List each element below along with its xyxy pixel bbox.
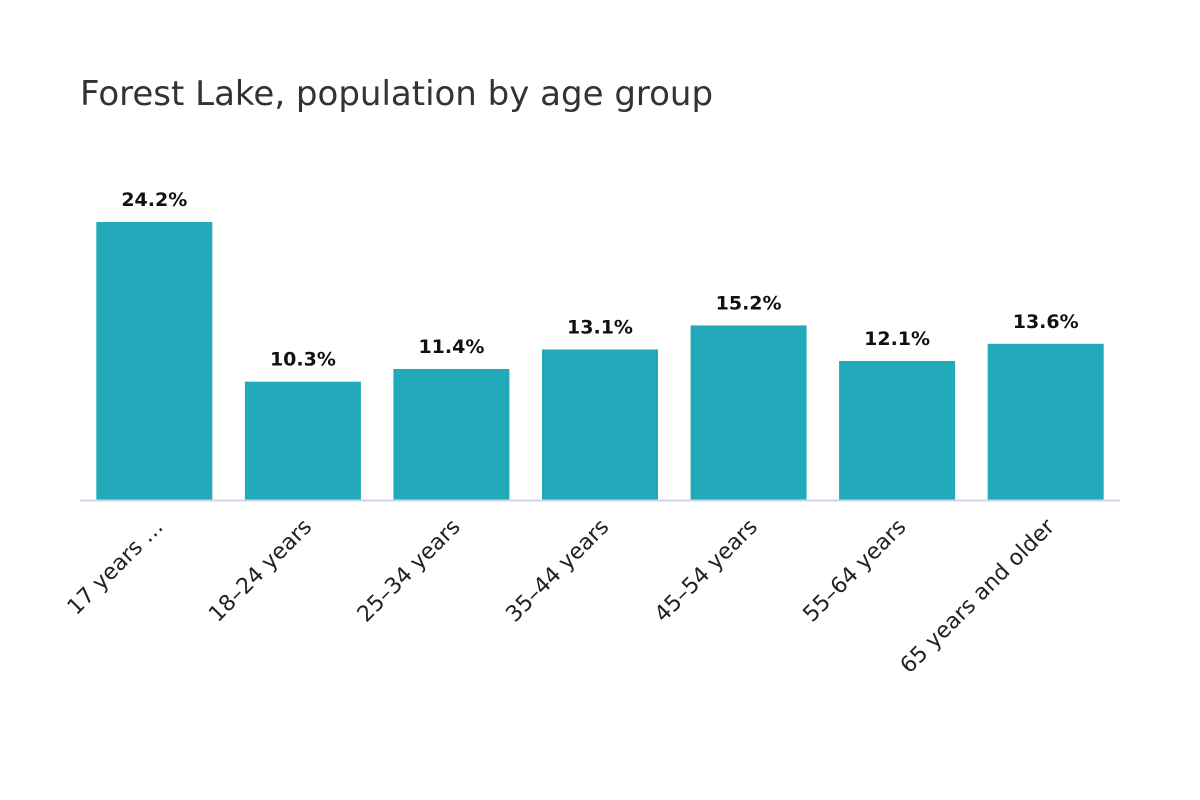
x-tick-label: 35–44 years [501,515,614,628]
x-tick-label: 25–34 years [353,515,466,628]
bar [244,381,361,500]
data-label: 24.2% [121,189,187,211]
tick-labels-layer: 17 years … 18–24 years 25–34 years 35–44 ye… [63,514,1061,679]
x-tick-label: 55–64 years [799,515,912,628]
x-tick-label: 18–24 years [204,515,317,628]
x-tick-label: 17 years … [63,515,169,621]
bar [542,349,658,500]
bar [96,222,213,500]
data-label: 13.1% [567,317,633,339]
data-label: 10.3% [270,349,336,371]
data-label: 11.4% [418,336,484,358]
bars-layer [96,222,1104,500]
bar [839,361,956,500]
data-label: 13.6% [1013,311,1079,333]
bar [987,343,1104,500]
chart-title: Forest Lake, population by age group [80,74,714,114]
bar [690,325,807,500]
x-tick-label: 45–54 years [650,515,763,628]
value-labels-layer: 24.2% 10.3% 11.4% 13.1% 15.2% 12.1% 13.6% [121,189,1078,371]
x-tick-label: 65 years and older [896,514,1061,679]
bar [393,369,510,500]
data-label: 12.1% [864,328,930,350]
data-label: 15.2% [716,292,782,314]
